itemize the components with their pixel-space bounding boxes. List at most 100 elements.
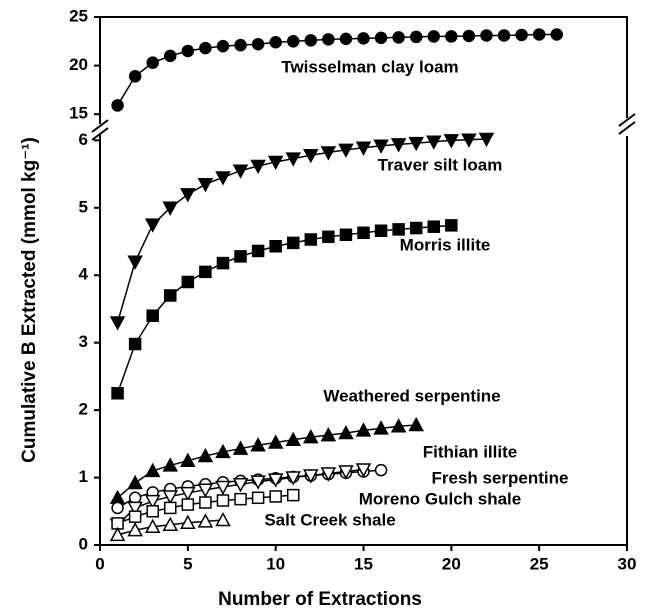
marker <box>111 501 124 515</box>
marker <box>234 250 247 263</box>
marker <box>199 496 212 509</box>
series-line <box>117 469 382 509</box>
marker <box>339 32 353 46</box>
series-label: Traver silt loam <box>378 155 503 174</box>
marker <box>320 146 337 161</box>
marker <box>181 275 195 289</box>
marker <box>322 33 335 46</box>
marker <box>180 452 196 467</box>
marker <box>216 39 230 53</box>
marker <box>461 133 477 148</box>
marker <box>267 473 284 488</box>
marker <box>144 518 161 534</box>
y-tick-label: 6 <box>79 130 88 149</box>
y-tick-label: 25 <box>69 6 88 25</box>
marker <box>162 201 179 216</box>
marker <box>478 132 495 148</box>
marker <box>199 41 212 55</box>
marker <box>232 440 249 455</box>
axis-break-right <box>618 113 636 135</box>
marker <box>338 424 354 440</box>
axis-break-left <box>91 119 109 141</box>
marker <box>409 30 423 44</box>
marker <box>357 226 370 240</box>
marker <box>197 513 214 528</box>
marker <box>303 148 319 164</box>
marker <box>426 135 442 150</box>
marker <box>199 265 212 279</box>
marker <box>128 491 142 505</box>
marker <box>285 471 301 486</box>
marker <box>180 188 196 203</box>
marker <box>269 36 282 49</box>
y-tick-label: 4 <box>79 265 89 284</box>
x-tick-label: 5 <box>183 554 192 573</box>
marker <box>197 483 214 498</box>
marker <box>180 514 196 529</box>
marker <box>128 510 142 523</box>
marker <box>304 34 318 47</box>
marker <box>216 256 230 270</box>
marker <box>286 488 300 502</box>
marker <box>357 32 370 45</box>
marker <box>164 289 177 302</box>
marker <box>497 29 511 42</box>
y-tick-label: 15 <box>69 104 88 123</box>
series-label: Morris illite <box>400 235 491 254</box>
marker <box>355 141 372 156</box>
marker <box>146 309 159 322</box>
marker <box>462 29 476 43</box>
marker <box>234 492 247 506</box>
marker <box>392 223 405 236</box>
marker <box>408 136 424 152</box>
marker <box>355 463 372 478</box>
series-label: Fithian illite <box>423 442 517 461</box>
marker <box>285 431 301 447</box>
marker <box>216 494 230 507</box>
marker <box>215 480 231 496</box>
marker <box>374 31 388 45</box>
marker <box>532 28 546 41</box>
marker <box>373 139 389 154</box>
marker <box>322 230 335 244</box>
marker <box>251 244 265 258</box>
y-tick-label: 5 <box>79 197 88 216</box>
marker <box>374 463 388 477</box>
marker <box>251 37 265 51</box>
marker <box>445 30 458 43</box>
y-axis-title: Cumulative B Extracted (mmol kg⁻¹) <box>19 137 40 463</box>
marker <box>390 418 407 433</box>
marker <box>338 143 354 158</box>
series-line <box>117 424 417 499</box>
marker <box>320 427 337 442</box>
marker <box>197 177 214 193</box>
marker <box>111 387 124 400</box>
marker <box>269 239 282 253</box>
marker <box>234 38 247 52</box>
series-label: Weathered serpentine <box>323 386 500 405</box>
marker <box>480 29 493 42</box>
marker <box>250 475 266 490</box>
marker <box>390 138 407 153</box>
marker <box>392 31 405 44</box>
marker <box>285 152 301 167</box>
marker <box>146 505 159 518</box>
marker <box>304 233 318 246</box>
marker <box>267 155 284 171</box>
y-tick-label: 1 <box>79 467 88 486</box>
marker <box>408 416 424 432</box>
y-tick-label: 20 <box>69 55 88 74</box>
upper-frame <box>99 16 628 124</box>
marker <box>338 465 354 480</box>
marker <box>215 171 231 186</box>
x-axis-title: Number of Extractions <box>218 589 422 610</box>
marker <box>427 30 441 43</box>
marker <box>215 443 231 459</box>
series-label: Fresh serpentine <box>432 468 569 487</box>
marker <box>164 501 177 515</box>
marker <box>339 228 353 242</box>
marker <box>443 134 460 149</box>
marker <box>232 478 249 493</box>
y-tick-label: 0 <box>79 534 88 553</box>
